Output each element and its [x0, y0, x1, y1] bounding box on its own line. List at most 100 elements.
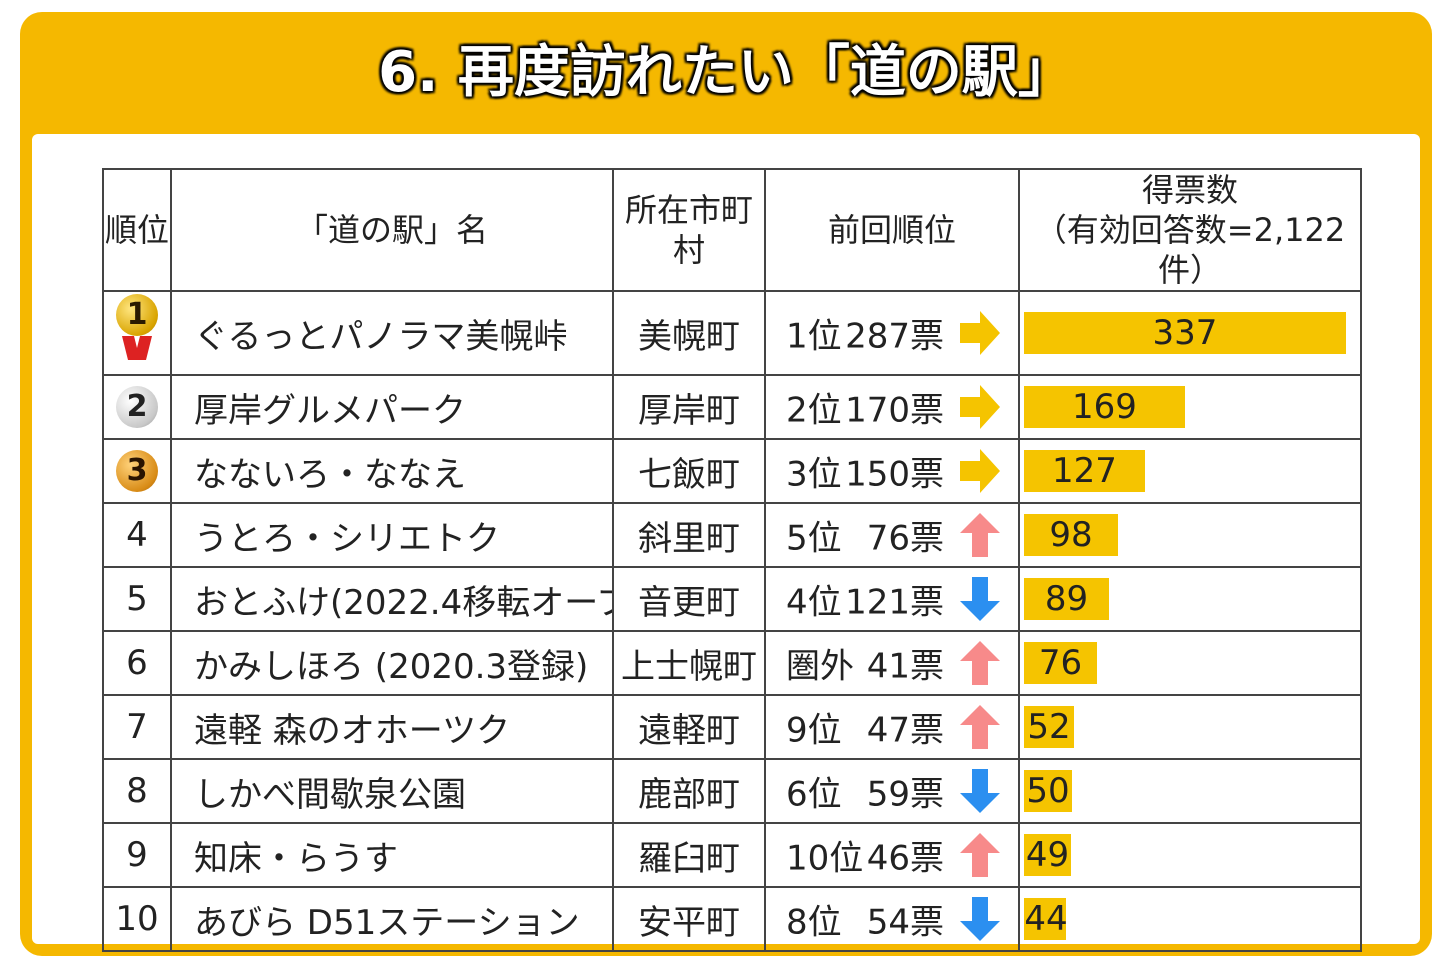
station-name: あびら D51ステーション [170, 886, 614, 952]
station-name: しかべ間歇泉公園 [170, 758, 614, 824]
table-row: 2 厚岸グルメパーク 厚岸町 2位 170票 169 [102, 374, 1362, 440]
town-name: 鹿部町 [612, 758, 766, 824]
previous-votes: 59票 [866, 774, 944, 815]
town-name: 厚岸町 [612, 374, 766, 440]
previous-rank: 6位 [786, 774, 842, 815]
station-name: 知床・らうす [170, 822, 614, 888]
down-arrow-icon [960, 577, 1000, 621]
votes-cell: 76 [1018, 630, 1362, 696]
card-frame: 6. 再度訪れたい「道の駅」 順位 「道の駅」名 所在市町村 前回順位 得票数 … [20, 12, 1432, 956]
votes-bar [1024, 386, 1185, 428]
table-row: 8 しかべ間歇泉公園 鹿部町 6位 59票 50 [102, 758, 1362, 824]
previous-rank: 3位 [786, 454, 842, 495]
town-name: 七飯町 [612, 438, 766, 504]
rank-cell: 3 [102, 438, 172, 504]
votes-value: 98 [1049, 515, 1093, 555]
votes-cell: 127 [1018, 438, 1362, 504]
votes-value: 49 [1025, 835, 1070, 875]
table-row: 3 なないろ・ななえ 七飯町 3位 150票 127 [102, 438, 1362, 504]
previous-rank-cell: 10位 46票 [764, 822, 1020, 888]
previous-votes: 76票 [866, 518, 944, 559]
votes-value: 50 [1026, 771, 1070, 811]
station-name: 遠軽 森のオホーツク [170, 694, 614, 760]
down-arrow-icon [960, 769, 1000, 813]
votes-value: 89 [1044, 579, 1089, 619]
previous-rank-cell: 1位 287票 [764, 290, 1020, 376]
previous-rank-cell: 4位 121票 [764, 566, 1020, 632]
previous-rank-cell: 9位 47票 [764, 694, 1020, 760]
town-name: 安平町 [612, 886, 766, 952]
previous-votes: 287票 [845, 316, 944, 357]
votes-cell: 169 [1018, 374, 1362, 440]
up-arrow-icon [960, 513, 1000, 557]
votes-cell: 50 [1018, 758, 1362, 824]
votes-value: 44 [1024, 899, 1068, 939]
station-name: かみしほろ (2020.3登録) [170, 630, 614, 696]
ranking-table: 順位 「道の駅」名 所在市町村 前回順位 得票数 （有効回答数=2,122件） … [102, 168, 1362, 952]
table-row: 10 あびら D51ステーション 安平町 8位 54票 44 [102, 886, 1362, 952]
previous-rank-cell: 2位 170票 [764, 374, 1020, 440]
previous-rank: 1位 [786, 316, 842, 357]
town-name: 美幌町 [612, 290, 766, 376]
header-town: 所在市町村 [612, 168, 766, 292]
right-arrow-icon [960, 449, 1000, 493]
rank-cell: 7 [102, 694, 172, 760]
previous-votes: 121票 [845, 582, 944, 623]
previous-votes: 47票 [866, 710, 944, 751]
previous-rank: 2位 [786, 390, 842, 431]
town-name: 上士幌町 [612, 630, 766, 696]
town-name: 音更町 [612, 566, 766, 632]
rank-cell: 5 [102, 566, 172, 632]
station-name: おとふけ(2022.4移転オープン) [170, 566, 614, 632]
votes-bar [1024, 514, 1118, 556]
header-votes: 得票数 （有効回答数=2,122件） [1018, 168, 1362, 292]
votes-bar [1024, 450, 1145, 492]
previous-rank: 4位 [786, 582, 842, 623]
right-arrow-icon [960, 385, 1000, 429]
votes-value: 169 [1072, 387, 1137, 427]
votes-cell: 49 [1018, 822, 1362, 888]
votes-bar [1024, 898, 1066, 940]
header-prev: 前回順位 [764, 168, 1020, 292]
header-rank: 順位 [102, 168, 172, 292]
up-arrow-icon [960, 833, 1000, 877]
table-row: 7 遠軽 森のオホーツク 遠軽町 9位 47票 52 [102, 694, 1362, 760]
page-title: 6. 再度訪れたい「道の駅」 [378, 40, 1074, 105]
votes-value: 337 [1152, 313, 1218, 353]
votes-bar [1024, 642, 1097, 684]
table-row: 9 知床・らうす 羅臼町 10位 46票 49 [102, 822, 1362, 888]
rank-cell: 6 [102, 630, 172, 696]
votes-cell: 337 [1018, 290, 1362, 376]
town-name: 斜里町 [612, 502, 766, 568]
rank-cell: 8 [102, 758, 172, 824]
station-name: なないろ・ななえ [170, 438, 614, 504]
gold-medal-icon: 1 [116, 293, 158, 336]
previous-rank: 5位 [786, 518, 842, 559]
previous-rank-cell: 圏外 41票 [764, 630, 1020, 696]
votes-value: 127 [1052, 451, 1117, 491]
previous-rank: 10位 [786, 838, 864, 879]
table-row: 6 かみしほろ (2020.3登録) 上士幌町 圏外 41票 76 [102, 630, 1362, 696]
down-arrow-icon [960, 897, 1000, 941]
up-arrow-icon [960, 641, 1000, 685]
votes-value: 76 [1038, 643, 1083, 683]
silver-medal-icon: 2 [116, 386, 158, 429]
votes-cell: 44 [1018, 886, 1362, 952]
table-header-row: 順位 「道の駅」名 所在市町村 前回順位 得票数 （有効回答数=2,122件） [102, 168, 1362, 292]
rank-cell: 10 [102, 886, 172, 952]
votes-bar [1024, 578, 1109, 620]
header-name: 「道の駅」名 [170, 168, 614, 292]
town-name: 羅臼町 [612, 822, 766, 888]
table-row: 4 うとろ・シリエトク 斜里町 5位 76票 98 [102, 502, 1362, 568]
votes-bar [1024, 834, 1071, 876]
previous-votes: 54票 [866, 902, 944, 943]
previous-votes: 46票 [866, 838, 944, 879]
up-arrow-icon [960, 705, 1000, 749]
rank-cell: 1 [102, 290, 172, 376]
previous-votes: 150票 [845, 454, 944, 495]
previous-rank-cell: 3位 150票 [764, 438, 1020, 504]
medal-ribbon: 1 [115, 293, 159, 364]
station-name: ぐるっとパノラマ美幌峠 [170, 290, 614, 376]
votes-bar [1024, 770, 1072, 812]
